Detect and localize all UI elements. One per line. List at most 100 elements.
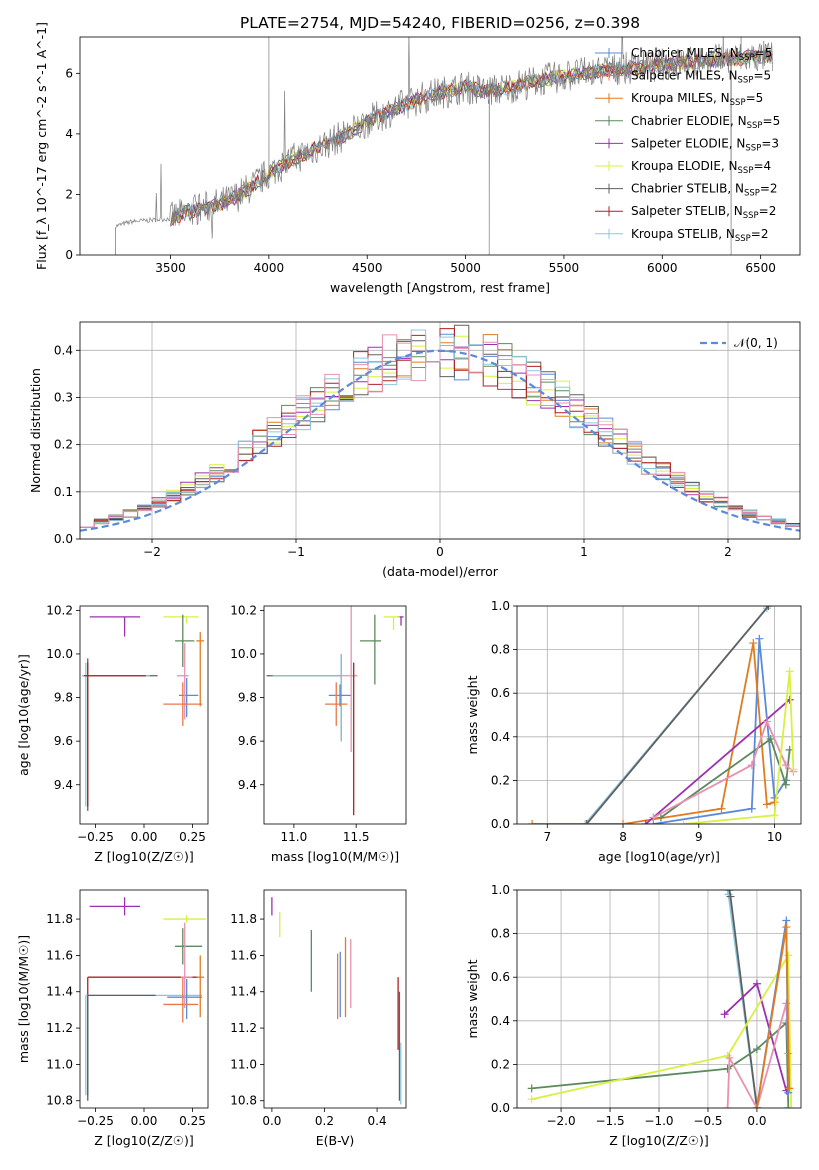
weight-line bbox=[726, 1003, 790, 1108]
weight-marker bbox=[764, 606, 773, 610]
figure-title: PLATE=2754, MJD=54240, FIBERID=0256, z=0… bbox=[240, 14, 640, 32]
plot-area bbox=[80, 324, 800, 532]
x-tick-label: 0.00 bbox=[131, 1114, 158, 1128]
plot-area bbox=[81, 614, 205, 811]
weight-marker bbox=[725, 1053, 734, 1062]
y-tick-label: 11.4 bbox=[46, 985, 73, 999]
weight-marker bbox=[725, 890, 734, 894]
x-tick-label: 2 bbox=[724, 545, 732, 559]
legend-label: Chabrier ELODIE, NSSP=5 bbox=[631, 114, 780, 131]
y-tick-label: 0.0 bbox=[491, 817, 510, 831]
plot-area bbox=[266, 606, 404, 816]
y-tick-label: 0.1 bbox=[54, 485, 73, 499]
axes-frame bbox=[79, 36, 801, 256]
weight-marker bbox=[641, 820, 650, 824]
y-tick-label: 0.2 bbox=[491, 773, 510, 787]
legend-label: Kroupa STELIB, NSSP=2 bbox=[631, 227, 769, 244]
weight-vs-age-panel: 7 8 9 10 0.0 0.2 0.4 0.6 0.8 1.0 age [log10(age/yr… bbox=[465, 599, 802, 864]
axes-frame bbox=[79, 605, 209, 825]
spectrum-panel: 3500 4000 4500 5000 5500 6000 6500 0 2 4 6 waveleng… bbox=[34, 22, 801, 295]
y-tick-label: 6 bbox=[65, 66, 73, 80]
weight-marker bbox=[752, 1104, 761, 1108]
plot-area bbox=[115, 37, 773, 255]
y-tick-label: 11.2 bbox=[230, 1021, 257, 1035]
y-tick-label: 0.8 bbox=[491, 643, 510, 657]
y-tick-label: 0.0 bbox=[491, 1101, 510, 1115]
x-tick-label: −2 bbox=[143, 545, 161, 559]
weight-marker bbox=[582, 820, 591, 824]
legend-label: Salpeter ELODIE, NSSP=3 bbox=[631, 136, 779, 153]
y-tick-label: 0.3 bbox=[54, 390, 73, 404]
y-axis-label: mass [log10(M/M☉)] bbox=[16, 935, 31, 1063]
x-tick-label: 0.00 bbox=[131, 830, 158, 844]
y-tick-label: 9.8 bbox=[54, 691, 73, 705]
residual-histogram-panel: −2 −1 0 1 2 0.0 0.1 0.2 0.3 0.4 (data-model)/error… bbox=[28, 321, 801, 579]
observed-spectrum-line bbox=[115, 37, 773, 255]
weight-marker bbox=[781, 761, 790, 770]
plot-area bbox=[527, 890, 796, 1108]
weight-marker bbox=[749, 639, 758, 648]
weight-marker bbox=[762, 800, 771, 809]
weight-marker bbox=[762, 717, 771, 726]
y-tick-label: 0.2 bbox=[491, 1057, 510, 1071]
x-axis-label: Z [log10(Z/Z☉)] bbox=[94, 849, 194, 864]
x-tick-label: 0.25 bbox=[179, 1114, 206, 1128]
weight-marker bbox=[789, 765, 798, 774]
y-tick-label: 1.0 bbox=[491, 599, 510, 613]
legend-label: Salpeter MILES, NSSP=5 bbox=[631, 69, 771, 86]
weight-line bbox=[645, 699, 791, 824]
y-tick-label: 9.8 bbox=[238, 691, 257, 705]
weight-marker bbox=[766, 734, 775, 743]
weight-marker bbox=[784, 1088, 793, 1097]
y-tick-label: 0 bbox=[65, 248, 73, 262]
y-tick-label: 11.4 bbox=[230, 985, 257, 999]
weight-marker bbox=[723, 890, 732, 894]
weight-marker bbox=[747, 804, 756, 813]
legend-label: Salpeter STELIB, NSSP=2 bbox=[631, 204, 776, 221]
chart-panels: 3500 4000 4500 5000 5500 6000 6500 0 2 4 6 waveleng… bbox=[16, 22, 802, 1148]
weight-vs-metallicity-panel: −2.0 −1.5 −1.0 −0.5 0.0 0.0 0.2 0.4 0.6 0.8 1.0 Z [… bbox=[465, 883, 802, 1148]
x-tick-label: −0.5 bbox=[693, 1114, 722, 1128]
weight-marker bbox=[755, 634, 764, 643]
x-tick-label: 6500 bbox=[745, 261, 776, 275]
x-tick-label: 9 bbox=[695, 830, 703, 844]
weight-line bbox=[586, 606, 770, 824]
weight-marker bbox=[770, 811, 779, 820]
y-tick-label: 0.2 bbox=[54, 438, 73, 452]
weight-marker bbox=[781, 780, 790, 789]
x-tick-label: 0 bbox=[436, 545, 444, 559]
x-axis-label: age [log10(age/yr)] bbox=[598, 849, 720, 864]
plot-area bbox=[528, 606, 798, 824]
x-axis-label: mass [log10(M/M☉)] bbox=[271, 849, 399, 864]
weight-marker bbox=[770, 798, 779, 807]
x-tick-label: 1 bbox=[580, 545, 588, 559]
weight-marker bbox=[782, 923, 791, 932]
weight-marker bbox=[787, 1104, 796, 1108]
mass-vs-metallicity-panel: −0.25 0.00 0.25 10.8 11.0 11.2 11.4 11.6 11.8 Z [… bbox=[16, 889, 209, 1148]
weight-marker bbox=[720, 1010, 729, 1019]
y-tick-label: 9.4 bbox=[238, 778, 257, 792]
weight-line bbox=[531, 952, 793, 1108]
legend-label: Chabrier MILES, NSSP=5 bbox=[631, 46, 772, 63]
histogram-step-line bbox=[80, 324, 800, 528]
weight-marker bbox=[527, 1084, 536, 1093]
weight-marker bbox=[752, 1045, 761, 1054]
axes-frame bbox=[79, 889, 209, 1109]
x-tick-label: 11.0 bbox=[281, 830, 308, 844]
y-tick-label: 0.8 bbox=[491, 927, 510, 941]
y-tick-label: 11.8 bbox=[46, 912, 73, 926]
weight-marker bbox=[723, 1064, 732, 1073]
y-tick-label: 11.0 bbox=[46, 1057, 73, 1071]
x-tick-label: −0.25 bbox=[77, 1114, 114, 1128]
y-tick-label: 0.4 bbox=[491, 1014, 510, 1028]
weight-line bbox=[532, 642, 775, 824]
y-axis-label: age [log10(age/yr)] bbox=[16, 654, 31, 776]
y-axis-label: Normed distribution bbox=[28, 368, 43, 493]
x-axis-label: Z [log10(Z/Z☉)] bbox=[94, 1133, 194, 1148]
y-tick-label: 11.6 bbox=[46, 948, 73, 962]
x-tick-label: 8 bbox=[619, 830, 627, 844]
x-tick-label: −2.0 bbox=[546, 1114, 575, 1128]
weight-marker bbox=[782, 999, 791, 1008]
x-tick-label: 0.4 bbox=[368, 1114, 387, 1128]
